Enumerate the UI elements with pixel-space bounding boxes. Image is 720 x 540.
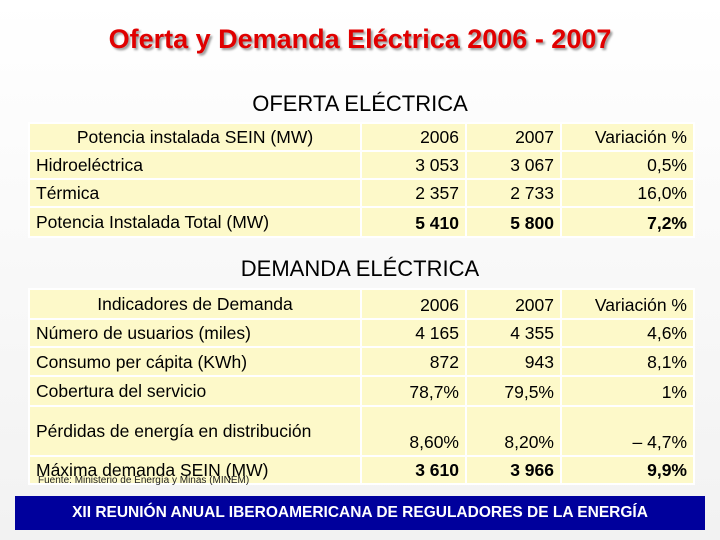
row-label: Potencia Instalada Total (MW): [28, 206, 362, 238]
value-cell: 4 165: [360, 318, 467, 348]
value-cell: 3 610: [360, 455, 467, 485]
row-label: Máxima demanda SEIN (MW): [28, 455, 362, 485]
value-cell: 9,9%: [560, 455, 695, 485]
row-label: Pérdidas de energía en distribución: [28, 405, 362, 457]
value-cell: – 4,7%: [560, 405, 695, 457]
header-cell: Variación %: [560, 288, 695, 320]
value-cell: 8,60%: [360, 405, 467, 457]
slide-title: Oferta y Demanda Eléctrica 2006 - 2007: [108, 24, 612, 54]
header-cell: 2006: [360, 288, 467, 320]
table-row: Potencia Instalada Total (MW) 5 410 5 800 7…: [28, 206, 695, 238]
value-cell: 2 357: [360, 178, 467, 208]
table-row: Número de usuarios (miles) 4 165 4 355 4,6%: [28, 318, 695, 348]
value-cell: 0,5%: [560, 150, 695, 180]
row-label: Hidroeléctrica: [28, 150, 362, 180]
value-cell: 16,0%: [560, 178, 695, 208]
row-label: Consumo per cápita (KWh): [28, 346, 362, 377]
footer-bar: XII REUNIÓN ANUAL IBEROAMERICANA DE REGU…: [15, 496, 705, 530]
demanda-table: Indicadores de Demanda 2006 2007 Variación …: [28, 288, 695, 485]
value-cell: 3 966: [465, 455, 562, 485]
table-row: Hidroeléctrica 3 053 3 067 0,5%: [28, 150, 695, 180]
header-cell: Variación %: [560, 122, 695, 152]
row-label: Número de usuarios (miles): [28, 318, 362, 348]
header-cell: Indicadores de Demanda: [28, 288, 362, 320]
table-row: Consumo per cápita (KWh) 872 943 8,1%: [28, 346, 695, 377]
value-cell: 3 067: [465, 150, 562, 180]
table-row: Cobertura del servicio 78,7% 79,5% 1%: [28, 375, 695, 407]
value-cell: 79,5%: [465, 375, 562, 407]
row-label: Cobertura del servicio: [28, 375, 362, 407]
value-cell: 3 053: [360, 150, 467, 180]
section-heading: DEMANDA ELÉCTRICA: [240, 256, 480, 281]
value-cell: 5 410: [360, 206, 467, 238]
value-cell: 943: [465, 346, 562, 377]
header-cell: 2007: [465, 122, 562, 152]
header-cell: Potencia instalada SEIN (MW): [28, 122, 362, 152]
header-row: Potencia instalada SEIN (MW) 2006 2007 Vari…: [28, 122, 695, 152]
value-cell: 2 733: [465, 178, 562, 208]
value-cell: 4,6%: [560, 318, 695, 348]
row-label: Térmica: [28, 178, 362, 208]
header-cell: 2007: [465, 288, 562, 320]
table-row: Térmica 2 357 2 733 16,0%: [28, 178, 695, 208]
value-cell: 8,1%: [560, 346, 695, 377]
value-cell: 7,2%: [560, 206, 695, 238]
value-cell: 1%: [560, 375, 695, 407]
value-cell: 5 800: [465, 206, 562, 238]
value-cell: 8,20%: [465, 405, 562, 457]
value-cell: 872: [360, 346, 467, 377]
value-cell: 78,7%: [360, 375, 467, 407]
table-row: Pérdidas de energía en distribución 8,60%…: [28, 405, 695, 457]
source-note: Fuente: Ministerio de Energía y Minas (M…: [38, 475, 250, 486]
header-row: Indicadores de Demanda 2006 2007 Variación …: [28, 288, 695, 320]
section-heading: OFERTA ELÉCTRICA: [252, 91, 468, 116]
header-cell: 2006: [360, 122, 467, 152]
table-row: Máxima demanda SEIN (MW) 3 610 3 966 9,9%: [28, 455, 695, 485]
value-cell: 4 355: [465, 318, 562, 348]
oferta-table: Potencia instalada SEIN (MW) 2006 2007 Vari…: [28, 122, 695, 238]
